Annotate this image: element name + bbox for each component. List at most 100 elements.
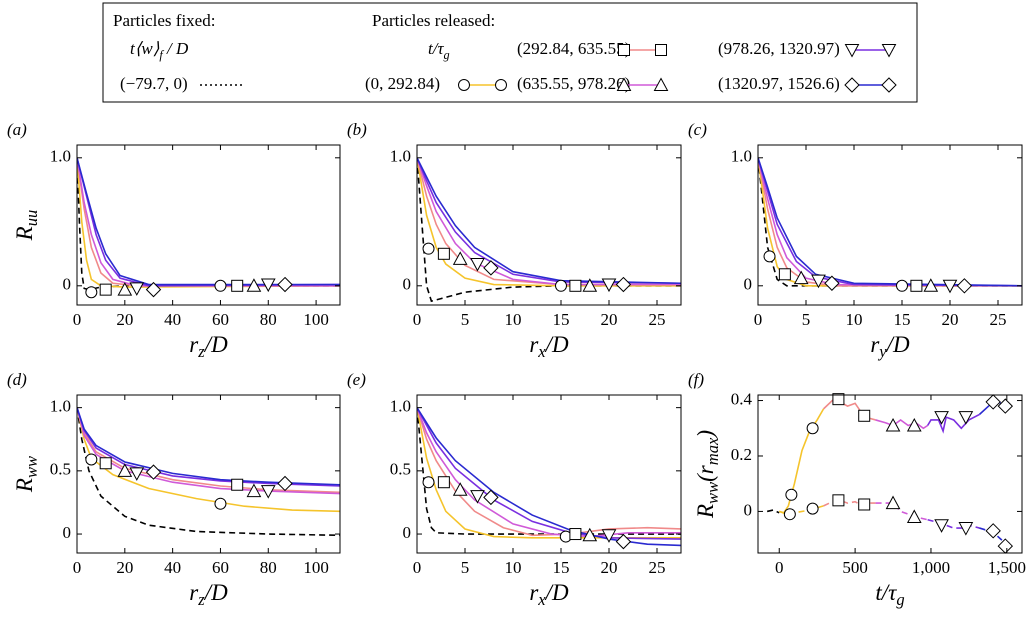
series-line — [417, 407, 681, 538]
label-part: ) — [693, 430, 718, 440]
series-group — [417, 157, 681, 303]
marker — [881, 44, 897, 58]
series-line — [77, 157, 340, 287]
x-tick-label: 15 — [553, 558, 570, 577]
marker — [811, 274, 826, 289]
x-tick-label: 0 — [413, 310, 422, 329]
label-part: t⟨w⟩ — [130, 39, 160, 58]
legend-variable: t⟨w⟩f / D — [130, 39, 189, 62]
y-tick-label: 1.0 — [731, 147, 752, 166]
marker — [483, 489, 499, 506]
x-axis-label: rx/D — [529, 580, 569, 609]
marker — [231, 478, 244, 491]
y-tick-label: 0 — [63, 275, 72, 294]
x-tick-label: 80 — [260, 558, 277, 577]
marker — [785, 488, 798, 501]
series-line — [417, 407, 681, 540]
y-tick-label: 0 — [63, 523, 72, 542]
series-group — [417, 407, 681, 547]
x-tick-label: 10 — [846, 310, 863, 329]
marker — [997, 538, 1014, 554]
legend-box — [102, 2, 918, 103]
y-tick-label: 0.4 — [731, 389, 753, 408]
series-group — [758, 157, 1022, 287]
marker — [129, 282, 145, 296]
label-part: z — [197, 342, 205, 361]
marker — [906, 509, 922, 523]
marker — [763, 250, 776, 263]
label-part: g — [896, 590, 904, 609]
marker — [832, 494, 845, 507]
x-tick-label: 20 — [116, 310, 133, 329]
marker — [906, 417, 922, 432]
marker — [985, 394, 1001, 410]
x-tick-label: 60 — [212, 558, 229, 577]
series-line — [77, 407, 340, 486]
marker — [452, 482, 468, 496]
x-tick-label: 20 — [601, 310, 618, 329]
x-tick-label: 15 — [894, 310, 911, 329]
series-line — [417, 157, 681, 285]
marker — [783, 508, 796, 521]
series-line — [417, 407, 681, 537]
x-tick-label: 5 — [461, 310, 470, 329]
marker — [896, 279, 908, 292]
legend-label: (635.55, 978.26) — [517, 74, 630, 93]
y-tick-label: 1.0 — [50, 397, 71, 416]
marker — [277, 475, 293, 492]
panel-label: (b) — [347, 120, 367, 139]
marker — [470, 258, 485, 272]
x-tick-label: 25 — [649, 558, 666, 577]
marker — [582, 278, 598, 292]
label-part: R — [12, 226, 37, 241]
marker — [246, 483, 262, 498]
marker — [582, 527, 598, 542]
marker — [653, 77, 669, 91]
marker — [422, 476, 435, 489]
x-tick-label: 40 — [164, 310, 181, 329]
marker — [99, 457, 112, 470]
marker — [832, 393, 845, 406]
x-tick-label: 15 — [553, 310, 570, 329]
y-tick-label: 0 — [403, 523, 412, 542]
legend-title: Particles fixed: — [113, 11, 215, 30]
series-line — [758, 157, 1022, 287]
legend-label: (978.26, 1320.97) — [718, 39, 840, 58]
panel-label: (f) — [688, 370, 704, 389]
series-line — [758, 157, 1022, 287]
marker — [85, 286, 98, 299]
marker — [615, 276, 632, 293]
x-tick-label: 20 — [601, 558, 618, 577]
series-line — [77, 157, 340, 288]
marker — [601, 529, 617, 543]
legend-variable: t/τg — [428, 39, 450, 62]
y-tick-label: 0 — [744, 275, 753, 294]
marker — [458, 79, 470, 91]
label-part: /D — [544, 332, 569, 357]
marker — [793, 270, 809, 285]
label-part: y — [877, 342, 887, 361]
marker — [117, 282, 133, 296]
y-axis-label: Ruu — [12, 210, 41, 242]
marker — [260, 278, 276, 293]
marker — [958, 411, 974, 425]
label-part: / D — [163, 39, 189, 58]
label-part: /D — [544, 580, 569, 605]
y-tick-label: 0.5 — [50, 460, 71, 479]
x-tick-label: 1,500 — [988, 558, 1026, 577]
series-line — [758, 157, 1022, 287]
x-axis-label: t/τg — [875, 580, 904, 609]
marker — [934, 411, 949, 425]
label-part: ww — [703, 482, 722, 504]
label-part: max — [703, 437, 722, 465]
x-tick-label: 100 — [303, 310, 329, 329]
series-line — [77, 407, 340, 487]
label-part: t/τ — [428, 39, 444, 58]
axis-frame — [76, 144, 341, 306]
marker — [452, 251, 468, 265]
label-part: uu — [22, 210, 41, 227]
marker — [569, 279, 582, 292]
x-tick-label: 0 — [754, 310, 763, 329]
series-line — [875, 502, 928, 521]
x-tick-label: 0 — [413, 558, 422, 577]
